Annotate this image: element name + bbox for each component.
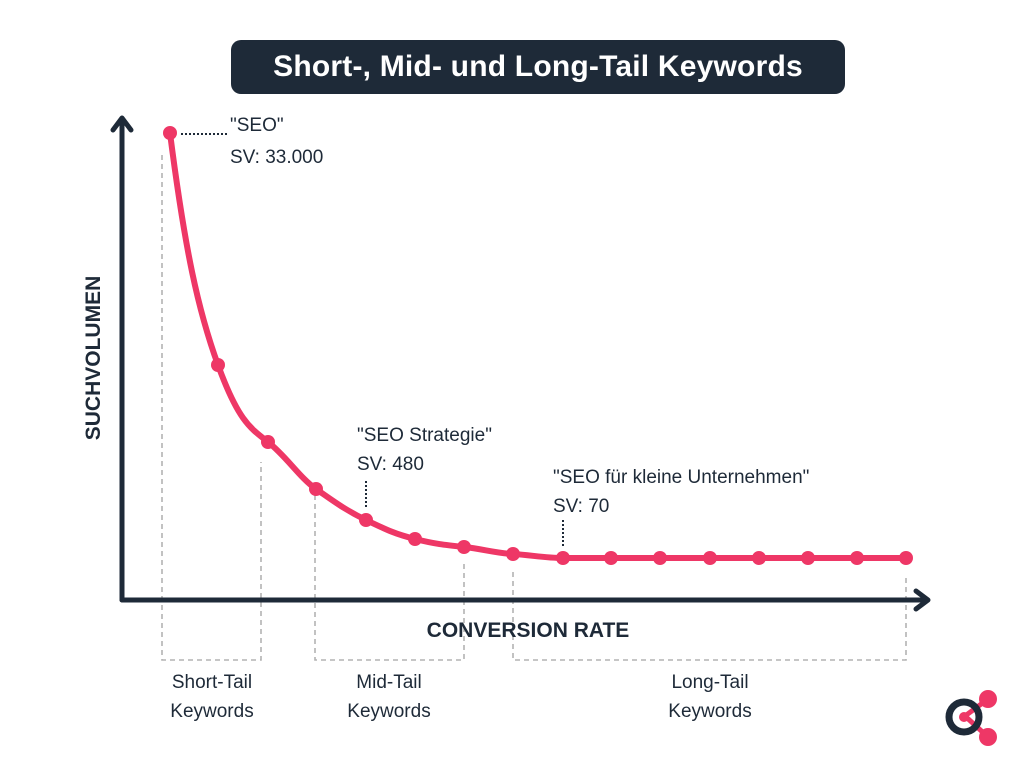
annotation-seo: "SEO" SV: 33.000: [230, 115, 323, 168]
y-axis-label: SUCHVOLUMEN: [82, 276, 105, 441]
group-long-tail: Long-Tail Keywords: [668, 672, 751, 722]
curve-point: [850, 551, 864, 565]
curve-point: [604, 551, 618, 565]
curve-points: [163, 126, 913, 565]
x-axis-arrow-icon: [913, 588, 931, 612]
group-short-tail: Short-Tail Keywords: [170, 672, 253, 722]
curve-point: [309, 482, 323, 496]
curve-point: [653, 551, 667, 565]
group-mid-tail: Mid-Tail Keywords: [347, 672, 430, 722]
curve-point: [899, 551, 913, 565]
annotation-volume: SV: 480: [357, 454, 424, 475]
title-text: Short-, Mid- und Long-Tail Keywords: [273, 50, 803, 83]
annotation-seo-kleine: "SEO für kleine Unternehmen" SV: 70: [553, 467, 809, 517]
group-label-line1: Mid-Tail: [356, 672, 421, 693]
curve-point: [211, 358, 225, 372]
group-label-line1: Short-Tail: [172, 672, 252, 693]
share-logo-icon: [945, 690, 997, 746]
long-tail-bracket: [512, 572, 907, 661]
curve-point: [703, 551, 717, 565]
curve-point: [408, 532, 422, 546]
mid-tail-bracket: [314, 495, 465, 661]
annotation-leaders: [181, 133, 564, 548]
annotation-volume: SV: 33.000: [230, 147, 323, 168]
curve-point: [163, 126, 177, 140]
curve-point: [359, 513, 373, 527]
x-axis-label: CONVERSION RATE: [427, 619, 630, 642]
curve-point: [556, 551, 570, 565]
curve-point: [801, 551, 815, 565]
annotation-volume: SV: 70: [553, 496, 609, 517]
curve-point: [506, 547, 520, 561]
annotation-keyword: "SEO Strategie": [357, 425, 492, 446]
group-label-line2: Keywords: [668, 701, 751, 722]
keyword-curve: [167, 130, 909, 561]
annotation-keyword: "SEO für kleine Unternehmen": [553, 467, 809, 488]
curve-point: [752, 551, 766, 565]
group-guides: [161, 155, 907, 661]
group-label-line1: Long-Tail: [671, 672, 748, 693]
short-tail-bracket: [161, 155, 262, 661]
curve-point: [457, 540, 471, 554]
group-label-line2: Keywords: [170, 701, 253, 722]
page-title: Short-, Mid- und Long-Tail Keywords: [231, 40, 845, 94]
axes: [110, 115, 931, 612]
group-label-line2: Keywords: [347, 701, 430, 722]
y-axis-arrow-icon: [110, 115, 134, 133]
annotation-keyword: "SEO": [230, 115, 284, 136]
annotation-seo-strategie: "SEO Strategie" SV: 480: [357, 425, 492, 475]
curve-point: [261, 435, 275, 449]
